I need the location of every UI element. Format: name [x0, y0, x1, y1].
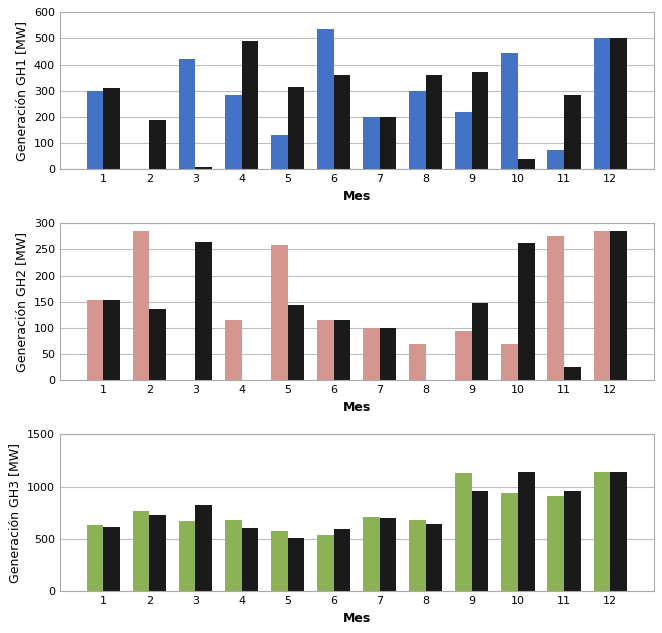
Bar: [594, 231, 610, 380]
Bar: [87, 91, 103, 169]
Bar: [409, 520, 426, 591]
Bar: [271, 135, 287, 169]
Bar: [501, 493, 518, 591]
Bar: [409, 344, 426, 380]
Bar: [150, 309, 166, 380]
X-axis label: Mes: Mes: [342, 401, 371, 414]
X-axis label: Mes: Mes: [342, 611, 371, 625]
Bar: [472, 491, 489, 591]
Bar: [133, 231, 150, 380]
Bar: [195, 242, 212, 380]
Bar: [103, 88, 120, 169]
Bar: [87, 525, 103, 591]
Bar: [287, 306, 305, 380]
Bar: [287, 87, 305, 169]
Y-axis label: Generación GH2 [MW]: Generación GH2 [MW]: [15, 232, 28, 372]
Bar: [409, 91, 426, 169]
Bar: [195, 506, 212, 591]
Bar: [610, 472, 627, 591]
Bar: [380, 117, 397, 169]
Bar: [594, 472, 610, 591]
Bar: [150, 120, 166, 169]
Y-axis label: Generación GH3 [MW]: Generación GH3 [MW]: [9, 443, 21, 583]
Bar: [518, 472, 534, 591]
Bar: [594, 39, 610, 169]
Bar: [363, 517, 380, 591]
Bar: [455, 330, 472, 380]
Bar: [564, 95, 581, 169]
Bar: [179, 521, 195, 591]
Bar: [363, 117, 380, 169]
Bar: [547, 236, 564, 380]
Bar: [610, 39, 627, 169]
Bar: [547, 149, 564, 169]
Bar: [380, 329, 397, 380]
Bar: [380, 518, 397, 591]
Bar: [103, 527, 120, 591]
Bar: [179, 60, 195, 169]
Bar: [426, 75, 442, 169]
Bar: [547, 496, 564, 591]
Bar: [518, 243, 534, 380]
Bar: [317, 320, 334, 380]
Bar: [225, 320, 242, 380]
Bar: [225, 95, 242, 169]
Bar: [426, 524, 442, 591]
Bar: [150, 515, 166, 591]
Bar: [334, 75, 350, 169]
Bar: [317, 535, 334, 591]
Bar: [501, 344, 518, 380]
Bar: [103, 300, 120, 380]
Bar: [334, 529, 350, 591]
Bar: [501, 53, 518, 169]
Bar: [455, 472, 472, 591]
Bar: [87, 300, 103, 380]
Bar: [472, 73, 489, 169]
Bar: [564, 367, 581, 380]
Bar: [271, 530, 287, 591]
Bar: [133, 511, 150, 591]
Bar: [242, 528, 258, 591]
Bar: [455, 111, 472, 169]
Bar: [317, 29, 334, 169]
Bar: [363, 328, 380, 380]
Bar: [242, 41, 258, 169]
Bar: [334, 320, 350, 380]
Bar: [610, 231, 627, 380]
Bar: [271, 246, 287, 380]
Bar: [287, 538, 305, 591]
Bar: [564, 491, 581, 591]
X-axis label: Mes: Mes: [342, 190, 371, 203]
Bar: [195, 166, 212, 169]
Y-axis label: Generación GH1 [MW]: Generación GH1 [MW]: [15, 21, 28, 161]
Bar: [472, 303, 489, 380]
Bar: [518, 159, 534, 169]
Bar: [225, 520, 242, 591]
